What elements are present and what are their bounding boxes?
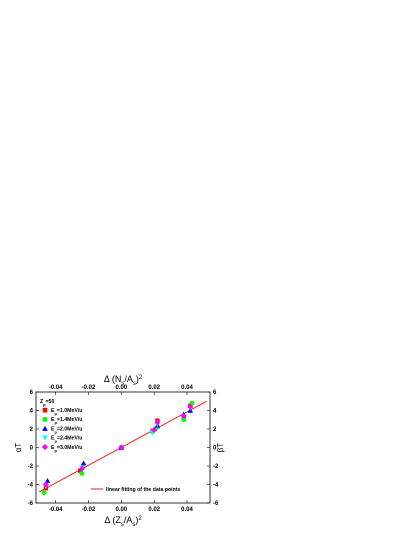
- data-point-series-1: [78, 468, 83, 473]
- legend-marker-series-3: [42, 425, 48, 431]
- legend-label-series-2: Ep=1.4MeV/u: [51, 417, 82, 425]
- data-points-layer: [41, 400, 195, 496]
- x-tick-label: 0.02: [148, 507, 160, 513]
- x-tick-label: 0.04: [181, 507, 193, 513]
- legend-marker-series-2: [42, 416, 48, 422]
- y-tick-label: -6: [28, 501, 34, 507]
- x-tick-label: 0.00: [116, 507, 128, 513]
- legend-marker-series-4: [42, 435, 48, 441]
- y-tick-label: -2: [28, 464, 34, 470]
- top-axis-label: Δ (Ns/As)2: [104, 374, 143, 387]
- data-point-series-5: [180, 413, 187, 420]
- data-point-series-5: [118, 444, 125, 451]
- y-tick-label: 6: [30, 390, 34, 396]
- y2-tick-label: -6: [213, 501, 219, 507]
- data-point-series-5: [42, 481, 49, 488]
- y-tick-label: 4: [30, 409, 34, 415]
- y2-tick-label: 4: [213, 409, 217, 415]
- legend-label-series-4: Ep=2.4MeV/u: [51, 436, 82, 444]
- y2-tick-label: 0: [213, 446, 217, 452]
- data-point-series-3: [80, 460, 87, 466]
- x-tick-label: -0.02: [82, 507, 96, 513]
- proton-number-annotation: Zp=50: [40, 399, 55, 407]
- y2-tick-label: 2: [213, 427, 217, 433]
- data-point-series-2: [79, 470, 85, 476]
- axis-labels: Δ (Ns/As)2 Δ (Zs/As)2 αT βT: [14, 374, 225, 528]
- data-point-series-3: [44, 478, 51, 483]
- data-point-series-2: [41, 490, 47, 496]
- y-tick-label: 0: [30, 446, 34, 452]
- data-point-series-5: [187, 403, 194, 410]
- y-tick-label: 2: [30, 427, 34, 433]
- data-point-series-5: [151, 426, 158, 433]
- bottom-axis-label: Δ (Zs/As)2: [104, 515, 142, 528]
- data-point-series-5: [154, 419, 161, 426]
- x2-tick-label: -0.02: [82, 385, 96, 391]
- y2-tick-label: -2: [213, 464, 219, 470]
- legend-label-series-1: Ep=1.0MeV/u: [51, 408, 82, 416]
- axis-ticks: -0.04 -0.02 0.00 0.02 0.04 -0.04 -0.02 0.00 0.02…: [28, 385, 219, 513]
- x2-tick-label: 0.00: [116, 385, 128, 391]
- data-point-series-2: [181, 417, 187, 423]
- x-tick-label: -0.04: [49, 507, 63, 513]
- y2-tick-label: 6: [213, 390, 217, 396]
- left-axis-label: αT: [14, 443, 23, 453]
- y2-tick-label: -4: [213, 483, 219, 489]
- data-point-series-5: [78, 465, 85, 472]
- x2-tick-label: 0.02: [148, 385, 160, 391]
- legend-fit-line-label: linear fitting of the data points: [106, 487, 180, 493]
- legend-marker-series-1: [42, 407, 48, 413]
- legend-marker-series-5: [41, 443, 49, 451]
- legend-label-series-3: Ep=2.0MeV/u: [51, 426, 82, 434]
- x2-tick-label: 0.04: [181, 385, 193, 391]
- legend-label-series-5: Ep=3.0MeV/u: [51, 445, 82, 453]
- right-axis-label: βT: [216, 443, 225, 453]
- y-tick-label: -4: [28, 483, 34, 489]
- x2-tick-label: -0.04: [49, 385, 63, 391]
